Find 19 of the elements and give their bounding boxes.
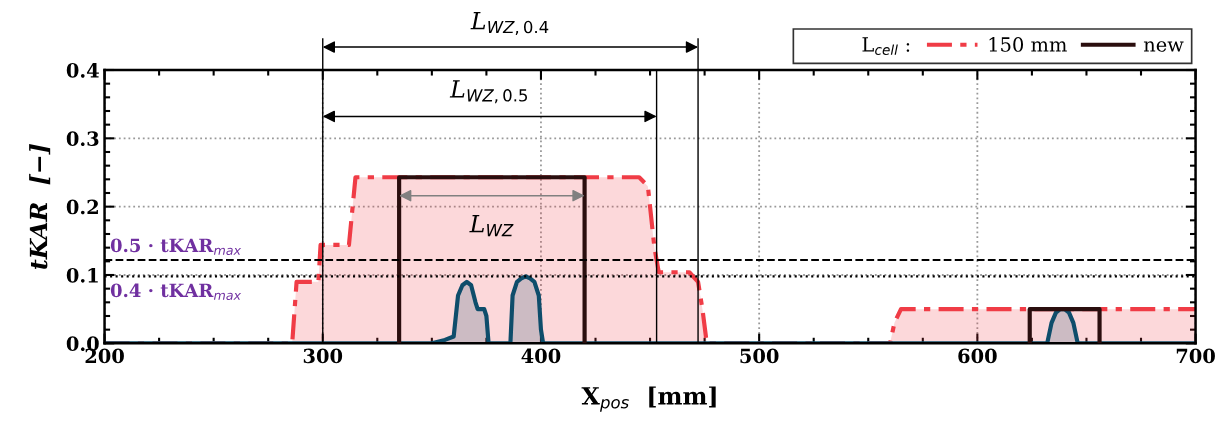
legend-label: new [1143,41,1184,52]
y-tick-label: 0.1 [66,267,98,283]
legend-title: L$_{cell}$ : [862,37,910,55]
x-tick-label: 600 [958,348,997,364]
x-tick-label: 700 [1176,348,1215,364]
y-tick-label: 0.3 [66,131,99,146]
x-tick-label: 400 [521,348,561,364]
text: L$_{WZ,0.4}$ [470,11,549,35]
legend-label: 150 mm [989,37,1067,52]
annotation: L$_{WZ}$ [469,215,514,237]
ref-line-label: 0.5 · tKAR$_{max}$ [110,238,242,256]
y-tick-label: 0.4 [66,62,99,78]
ref-line-label: 0.4 · tKAR$_{max}$ [110,283,242,301]
annotation: L$_{WZ,0.5}$ [449,80,528,104]
x-tick-label: 500 [740,348,779,364]
y-axis-title: tKAR [−] [29,144,51,269]
x-tick-label: 300 [303,348,343,364]
y-tick-label: 0.2 [66,199,98,215]
text: X$_{pos}$ [mm] [581,386,716,412]
